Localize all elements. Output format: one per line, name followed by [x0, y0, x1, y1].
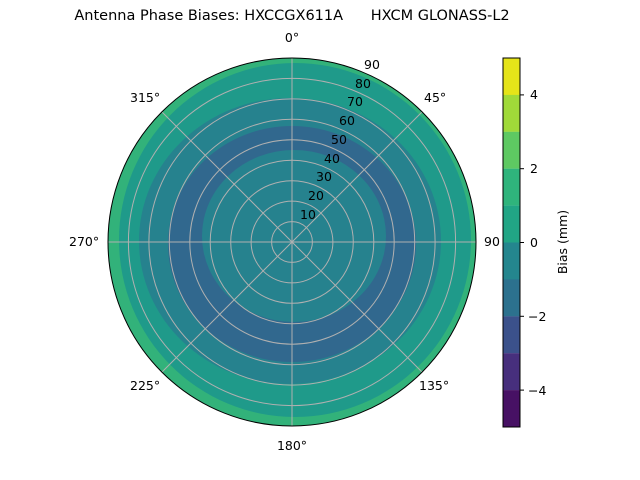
radial-tick-labels: 10 20 30 40 50 60 70 80 90 — [300, 57, 380, 222]
radial-label-90: 90 — [364, 57, 380, 72]
colorbar-tick-minus2: −2 — [528, 309, 546, 324]
radial-label-40: 40 — [324, 151, 340, 166]
angle-label-0: 0° — [285, 30, 299, 45]
radial-label-70: 70 — [347, 94, 363, 109]
angle-label-90: 90 — [484, 234, 500, 249]
colorbar: 4 2 0 −2 −4 Bias (mm) — [502, 57, 570, 428]
colorbar-tick-minus4: −4 — [528, 383, 546, 398]
angle-tick-labels: 0° 45° 90 135° 180° 225° 270° 315° — [69, 30, 500, 453]
colorbar-label: Bias (mm) — [555, 210, 570, 274]
polar-grid — [108, 58, 476, 426]
plot-border — [107, 57, 477, 427]
band-minus1-to-0-inner — [202, 150, 386, 322]
angle-label-45: 45° — [424, 90, 446, 105]
chart-title: Antenna Phase Biases: HXCCGX611A HXCM GL… — [74, 8, 510, 24]
colorbar-tick-0: 0 — [530, 235, 538, 250]
colorbar-tick-2: 2 — [530, 161, 538, 176]
radial-label-10: 10 — [300, 207, 316, 222]
colorbar-tick-4: 4 — [530, 87, 538, 102]
radial-label-20: 20 — [308, 188, 324, 203]
angle-label-180: 180° — [277, 438, 307, 453]
radial-label-80: 80 — [355, 76, 371, 91]
angle-label-270: 270° — [69, 234, 99, 249]
radial-label-30: 30 — [316, 169, 332, 184]
angle-label-315: 315° — [130, 90, 160, 105]
radial-label-50: 50 — [331, 132, 347, 147]
angle-label-225: 225° — [130, 378, 160, 393]
radial-label-60: 60 — [339, 113, 355, 128]
angle-label-135: 135° — [419, 378, 449, 393]
